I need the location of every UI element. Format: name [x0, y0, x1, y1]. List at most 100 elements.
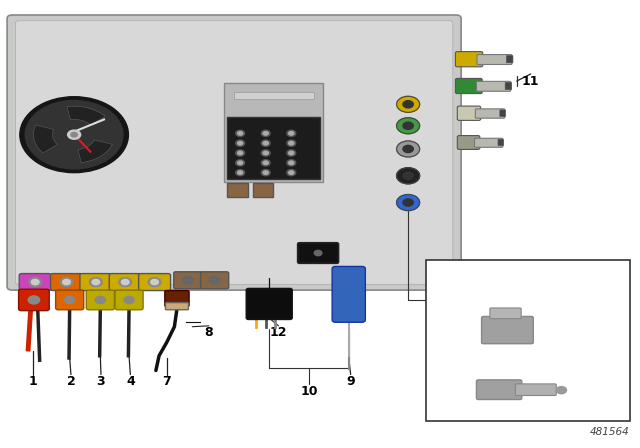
FancyBboxPatch shape	[498, 139, 504, 146]
Circle shape	[182, 276, 193, 284]
Circle shape	[263, 142, 268, 145]
Text: 6: 6	[596, 400, 605, 413]
FancyBboxPatch shape	[86, 290, 115, 310]
FancyBboxPatch shape	[332, 267, 365, 322]
FancyBboxPatch shape	[166, 302, 188, 310]
Circle shape	[403, 172, 413, 179]
Circle shape	[63, 280, 70, 285]
Text: 8: 8	[205, 327, 213, 340]
Circle shape	[403, 199, 413, 206]
FancyBboxPatch shape	[476, 109, 505, 118]
Circle shape	[68, 130, 81, 139]
Circle shape	[95, 296, 106, 303]
Circle shape	[261, 169, 270, 176]
Circle shape	[237, 151, 243, 155]
Circle shape	[263, 171, 268, 174]
Text: 10: 10	[433, 316, 448, 326]
Circle shape	[261, 140, 270, 146]
Circle shape	[263, 151, 268, 155]
FancyBboxPatch shape	[505, 82, 511, 90]
Circle shape	[209, 276, 220, 284]
Circle shape	[397, 96, 420, 112]
Circle shape	[397, 118, 420, 134]
FancyBboxPatch shape	[298, 243, 339, 263]
Text: 4: 4	[126, 375, 134, 388]
FancyBboxPatch shape	[476, 380, 522, 400]
Circle shape	[289, 171, 294, 174]
FancyBboxPatch shape	[458, 106, 481, 121]
Circle shape	[403, 101, 413, 108]
Circle shape	[124, 296, 134, 303]
Text: 9: 9	[436, 302, 444, 312]
Text: 481564: 481564	[590, 427, 630, 438]
Circle shape	[403, 145, 413, 153]
FancyBboxPatch shape	[515, 384, 556, 396]
FancyBboxPatch shape	[7, 15, 461, 290]
Text: 7: 7	[163, 375, 171, 388]
FancyBboxPatch shape	[80, 274, 112, 291]
Circle shape	[29, 278, 42, 287]
FancyBboxPatch shape	[500, 110, 506, 116]
Text: 1: 1	[28, 375, 37, 388]
Text: 10: 10	[300, 385, 318, 398]
Circle shape	[289, 132, 294, 135]
Circle shape	[237, 132, 243, 135]
Circle shape	[397, 194, 420, 211]
Circle shape	[289, 161, 294, 164]
FancyBboxPatch shape	[51, 274, 83, 291]
Text: 11: 11	[522, 74, 540, 88]
Circle shape	[236, 140, 244, 146]
FancyBboxPatch shape	[456, 78, 482, 94]
FancyBboxPatch shape	[165, 291, 189, 306]
Text: 8: 8	[436, 288, 444, 298]
Bar	[426, 260, 630, 421]
Circle shape	[237, 142, 243, 145]
Bar	[224, 83, 323, 181]
Circle shape	[556, 387, 566, 394]
Circle shape	[92, 280, 100, 285]
Text: 3: 3	[97, 375, 105, 388]
Circle shape	[397, 141, 420, 157]
Circle shape	[119, 278, 132, 287]
Circle shape	[65, 296, 75, 303]
Circle shape	[287, 169, 296, 176]
FancyBboxPatch shape	[481, 316, 533, 344]
Circle shape	[263, 161, 268, 164]
Circle shape	[71, 133, 77, 137]
FancyBboxPatch shape	[476, 82, 511, 91]
FancyBboxPatch shape	[456, 52, 483, 67]
Circle shape	[148, 278, 161, 287]
FancyBboxPatch shape	[115, 290, 143, 310]
FancyBboxPatch shape	[139, 274, 171, 291]
Wedge shape	[67, 106, 106, 125]
Circle shape	[236, 159, 244, 166]
Circle shape	[397, 168, 420, 184]
Bar	[227, 117, 320, 179]
Circle shape	[287, 159, 296, 166]
Circle shape	[263, 132, 268, 135]
Text: 7: 7	[436, 275, 444, 285]
Circle shape	[314, 250, 322, 256]
Circle shape	[236, 150, 244, 156]
Circle shape	[60, 278, 73, 287]
FancyBboxPatch shape	[109, 274, 141, 291]
Circle shape	[287, 150, 296, 156]
Circle shape	[20, 97, 129, 172]
Text: 11: 11	[432, 331, 448, 340]
Circle shape	[261, 130, 270, 137]
Wedge shape	[33, 125, 58, 153]
FancyBboxPatch shape	[458, 136, 480, 150]
Bar	[234, 92, 314, 99]
Circle shape	[289, 142, 294, 145]
FancyBboxPatch shape	[474, 138, 503, 147]
FancyBboxPatch shape	[200, 272, 228, 289]
Circle shape	[287, 140, 296, 146]
Bar	[253, 183, 273, 197]
Circle shape	[90, 278, 102, 287]
Circle shape	[26, 100, 123, 169]
Circle shape	[236, 169, 244, 176]
Circle shape	[261, 150, 270, 156]
Circle shape	[31, 280, 39, 285]
Text: 9: 9	[346, 375, 355, 388]
Text: 5: 5	[596, 339, 605, 352]
